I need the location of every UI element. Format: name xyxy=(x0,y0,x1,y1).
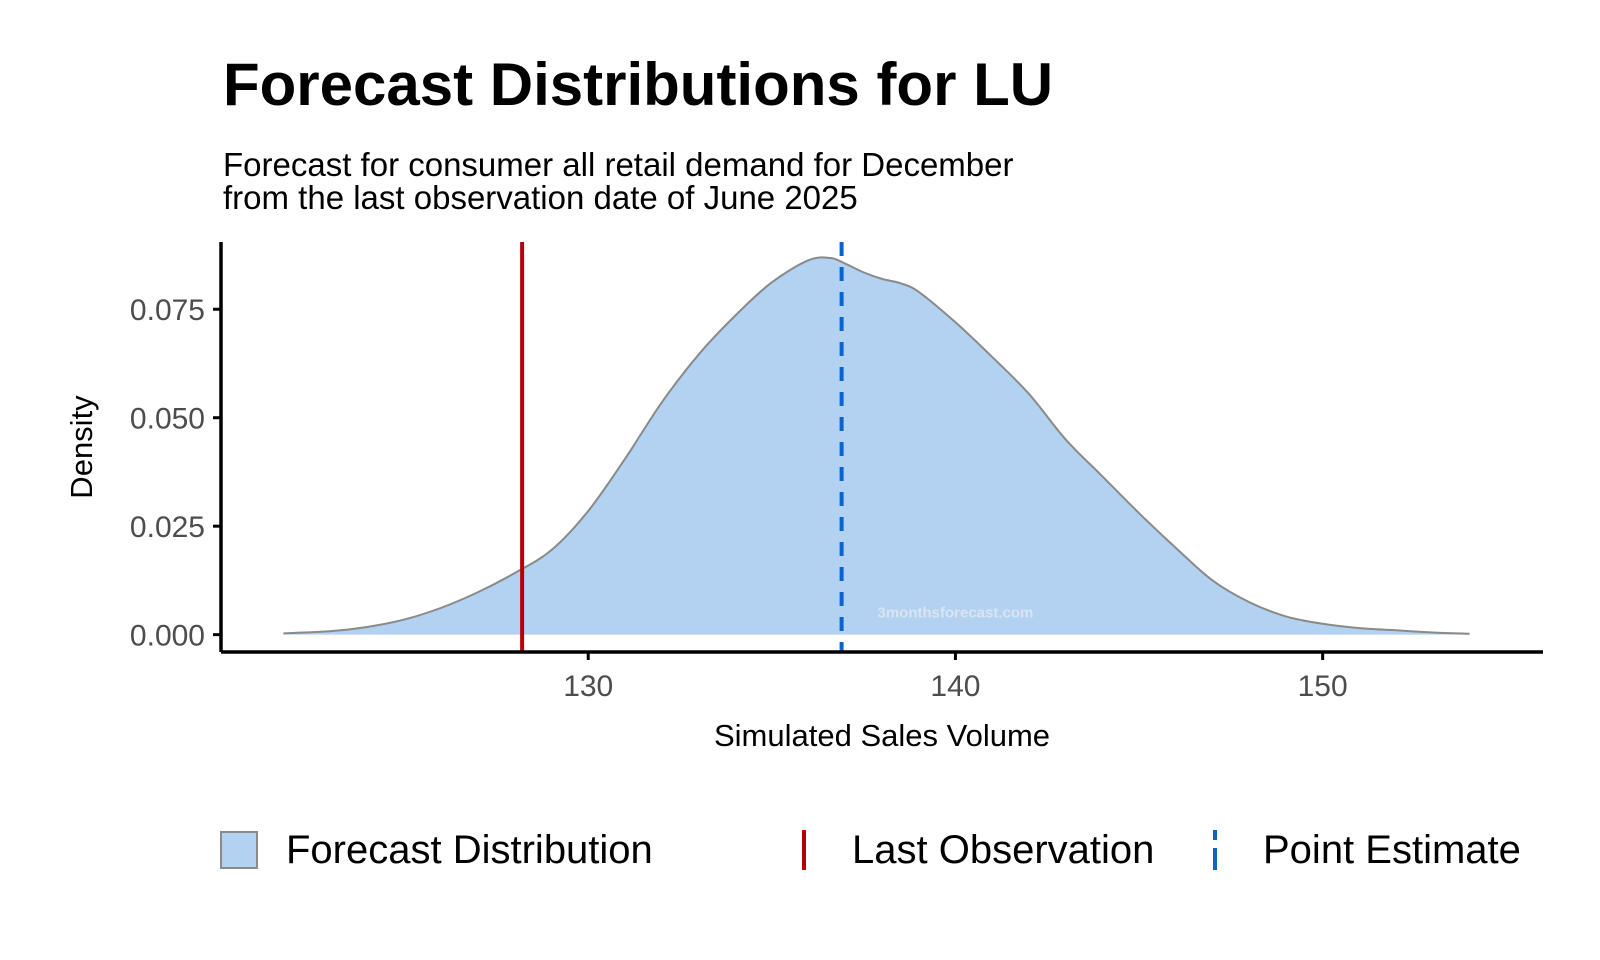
y-tick-label: 0.000 xyxy=(130,620,205,653)
x-tick-label: 150 xyxy=(1298,670,1348,703)
plot-area: 3monthsforecast.com xyxy=(283,256,1470,635)
y-tick-label: 0.025 xyxy=(130,511,205,544)
y-tick-label: 0.050 xyxy=(130,403,205,436)
chart-subtitle-line-1: Forecast for consumer all retail demand … xyxy=(223,146,1014,183)
axes: 0.000 0.025 0.050 0.075 130 140 150 Simulated S… xyxy=(64,242,1543,753)
x-axis-title: Simulated Sales Volume xyxy=(714,718,1050,753)
watermark-text: 3monthsforecast.com xyxy=(878,604,1034,621)
density-area-fill xyxy=(283,257,1470,635)
y-axis-title: Density xyxy=(64,395,99,499)
chart-title: Forecast Distributions for LU xyxy=(223,51,1054,118)
x-tick-label: 140 xyxy=(930,670,980,703)
chart-subtitle-line-2: from the last observation date of June 2… xyxy=(223,179,858,216)
x-tick-label: 130 xyxy=(563,670,613,703)
reference-lines xyxy=(520,242,844,652)
y-tick-label: 0.075 xyxy=(130,294,205,327)
density-curve-outline xyxy=(283,256,1470,635)
